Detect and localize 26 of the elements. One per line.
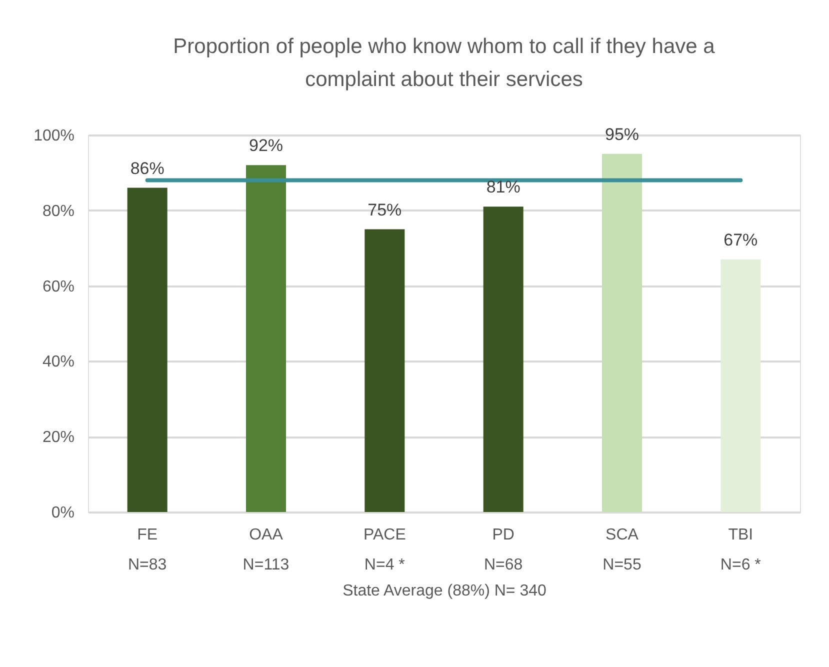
- data-label: 92%: [248, 136, 284, 156]
- data-label: 75%: [368, 200, 402, 220]
- x-tick-label: PACE N=4 *: [363, 526, 406, 574]
- bar: [246, 165, 286, 512]
- data-label: 95%: [604, 124, 640, 144]
- data-label: 67%: [724, 230, 758, 250]
- x-tick-label: SCA N=55: [602, 526, 642, 574]
- y-tick-label: 20%: [42, 429, 74, 446]
- x-tick-label: FE N=83: [128, 526, 167, 574]
- data-label: 81%: [486, 178, 520, 197]
- chart-title: Proportion of people who know whom to call if they have a complaint about their services: [173, 34, 716, 91]
- y-tick-label: 60%: [42, 278, 74, 296]
- bar: [127, 188, 168, 512]
- x-tick-label: PD N=68: [484, 526, 523, 574]
- bar: [483, 206, 524, 512]
- bar: [602, 154, 642, 512]
- x-axis-title: State Average (88%) N= 340: [342, 582, 547, 600]
- y-tick-label: 100%: [34, 128, 74, 144]
- data-label: 86%: [130, 158, 164, 178]
- x-tick-label: TBI N=6 *: [720, 526, 761, 574]
- bar: [720, 259, 761, 512]
- bar: [364, 229, 405, 512]
- x-tick-label: OAA N=113: [242, 526, 290, 574]
- y-tick-label: 0%: [51, 504, 74, 522]
- y-tick-label: 80%: [42, 202, 74, 220]
- y-tick-label: 40%: [42, 354, 74, 371]
